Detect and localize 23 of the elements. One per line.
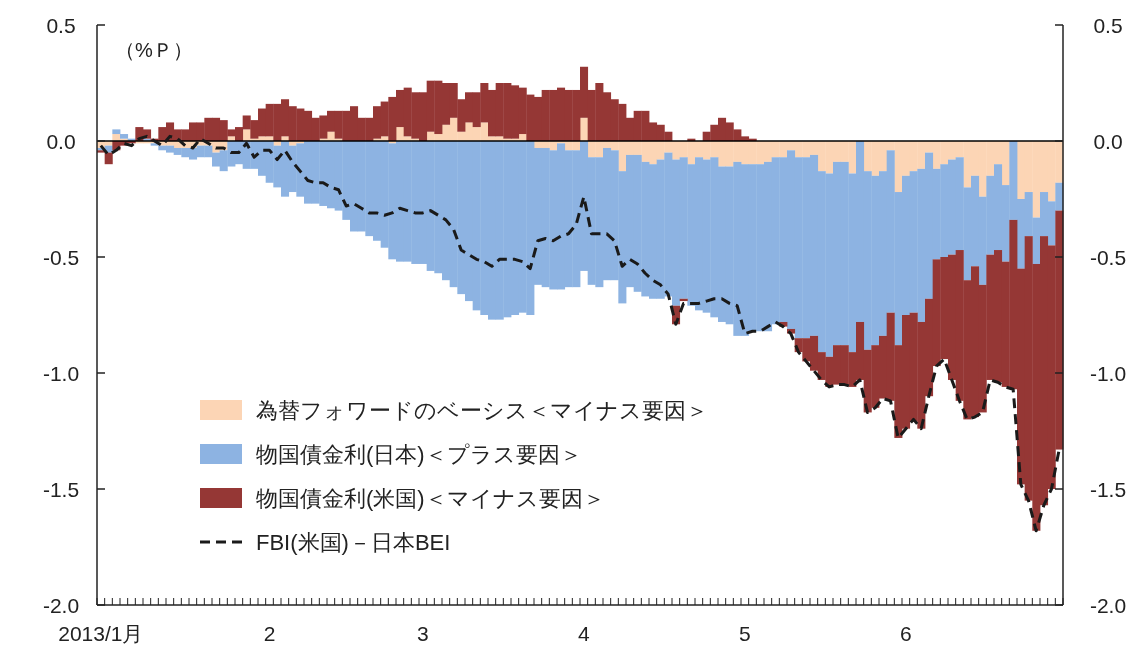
y2-tick-label: -2.0: [1089, 593, 1127, 617]
x-tick-label: 2: [263, 621, 276, 645]
y2-tick-label: -1.5: [1089, 477, 1127, 501]
y-tick-label: -0.5: [42, 245, 80, 269]
y2-tick-label: 0.0: [1093, 129, 1123, 153]
x-tick-label: 5: [738, 621, 751, 645]
y-tick-label: 0.0: [46, 129, 76, 153]
x-tick-label: 6: [899, 621, 912, 645]
y-axis-title: （%Ｐ）: [115, 39, 193, 61]
y2-tick-label: -0.5: [1089, 245, 1127, 269]
legend-label: 物国債金利(日本)＜プラス要因＞: [256, 441, 582, 467]
y-tick-label: -1.0: [42, 361, 80, 385]
legend-label: FBI(米国)－日本BEI: [256, 529, 451, 555]
x-tick-label: 4: [577, 621, 590, 645]
y2-tick-label: -1.0: [1089, 361, 1127, 385]
x-tick-label: 2013/1月: [58, 621, 144, 645]
y-tick-label: -1.5: [42, 477, 80, 501]
legend-label: 物国債金利(米国)＜マイナス要因＞: [256, 485, 605, 511]
y-tick-label: -2.0: [42, 593, 80, 617]
x-tick-label: 3: [416, 621, 429, 645]
legend-label: 為替フォワードのベーシス＜マイナス要因＞: [256, 397, 708, 423]
y2-tick-label: 0.5: [1093, 13, 1123, 37]
y-tick-label: 0.5: [46, 13, 76, 37]
